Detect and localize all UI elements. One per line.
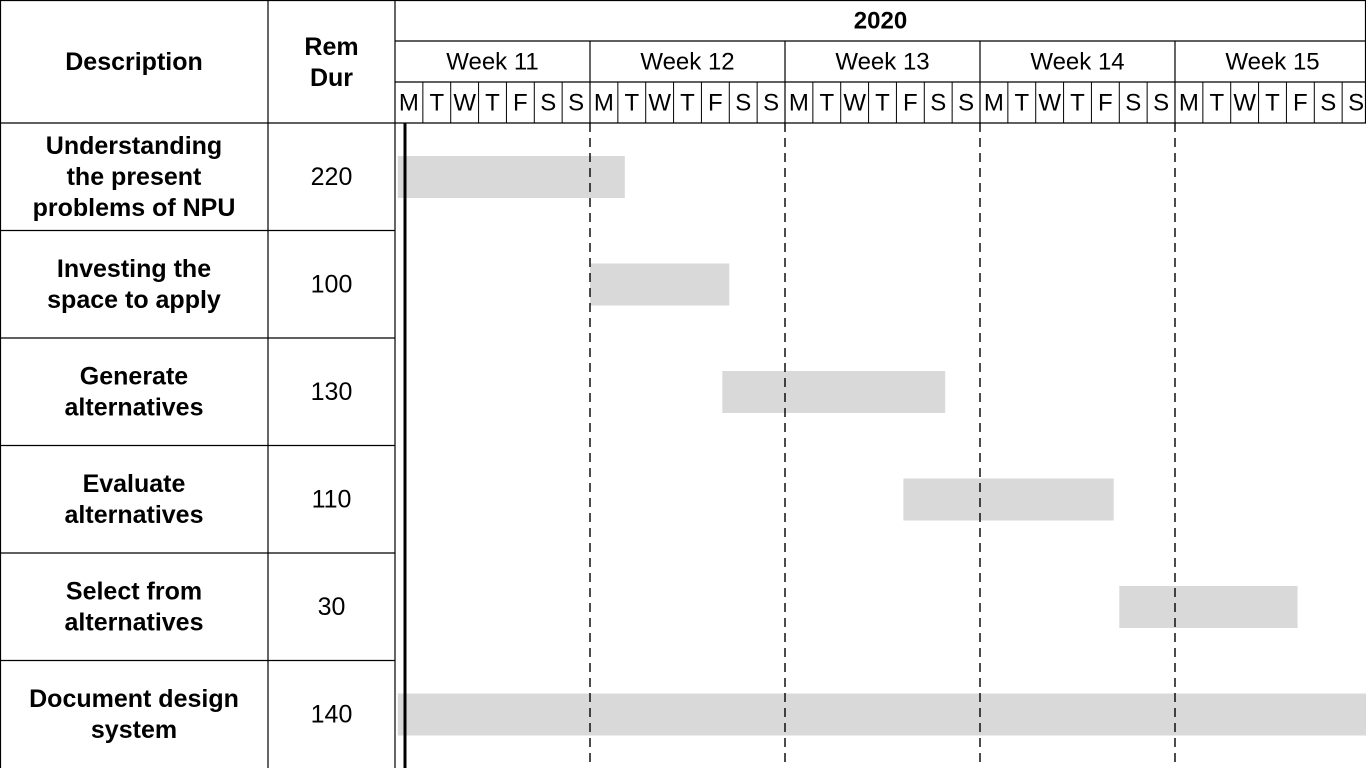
- day-label: T: [1265, 90, 1280, 117]
- day-label: F: [1098, 90, 1113, 117]
- day-label: M: [789, 90, 809, 117]
- task-label: Understanding: [46, 132, 222, 160]
- day-label: S: [540, 90, 556, 117]
- task-label: alternatives: [65, 608, 204, 636]
- week-label: Week 12: [640, 49, 734, 76]
- day-label: W: [843, 90, 866, 117]
- day-label: F: [708, 90, 723, 117]
- day-label: W: [648, 90, 671, 117]
- day-label: M: [594, 90, 614, 117]
- task-label: Evaluate: [83, 470, 186, 498]
- day-label: T: [680, 90, 695, 117]
- task-bar: [1119, 586, 1298, 628]
- day-label: T: [1209, 90, 1224, 117]
- task-label: Generate: [80, 362, 188, 390]
- day-label: S: [1348, 90, 1364, 117]
- task-label: alternatives: [65, 393, 204, 421]
- task-bar: [397, 156, 625, 198]
- day-label: S: [568, 90, 584, 117]
- day-label: W: [1038, 90, 1061, 117]
- task-label: Document design: [29, 685, 239, 713]
- task-bar: [397, 693, 1366, 736]
- day-label: T: [1014, 90, 1029, 117]
- year-label: 2020: [854, 8, 907, 35]
- day-label: F: [513, 90, 528, 117]
- day-label: T: [1070, 90, 1085, 117]
- task-duration: 130: [311, 378, 353, 406]
- rem-dur-header: Dur: [310, 64, 353, 92]
- day-label: S: [763, 90, 779, 117]
- task-label: space to apply: [47, 286, 221, 314]
- task-bar: [590, 263, 730, 306]
- week-label: Week 14: [1030, 49, 1124, 76]
- day-label: S: [1153, 90, 1169, 117]
- task-duration: 30: [318, 593, 346, 621]
- day-label: F: [903, 90, 918, 117]
- day-label: M: [984, 90, 1004, 117]
- day-label: T: [819, 90, 834, 117]
- day-label: S: [735, 90, 751, 117]
- day-label: M: [399, 90, 419, 117]
- day-label: W: [453, 90, 476, 117]
- day-label: T: [429, 90, 444, 117]
- task-bar: [722, 371, 946, 413]
- task-duration: 100: [311, 270, 353, 298]
- task-label: system: [91, 716, 177, 744]
- description-header: Description: [65, 48, 203, 76]
- day-label: W: [1233, 90, 1256, 117]
- task-bar: [903, 478, 1114, 521]
- day-label: S: [930, 90, 946, 117]
- task-label: Investing the: [57, 255, 211, 283]
- rem-dur-header: Rem: [304, 33, 358, 61]
- week-label: Week 15: [1225, 49, 1319, 76]
- week-label: Week 11: [446, 49, 539, 76]
- day-label: S: [958, 90, 974, 117]
- day-label: T: [624, 90, 639, 117]
- task-label: Select from: [66, 577, 202, 605]
- day-label: T: [875, 90, 890, 117]
- day-label: S: [1320, 90, 1336, 117]
- day-label: S: [1125, 90, 1141, 117]
- task-duration: 110: [312, 485, 352, 513]
- day-label: T: [485, 90, 500, 117]
- day-label: F: [1293, 90, 1308, 117]
- task-label: the present: [67, 163, 202, 191]
- task-label: problems of NPU: [33, 194, 236, 222]
- day-label: M: [1179, 90, 1199, 117]
- week-label: Week 13: [835, 49, 929, 76]
- task-duration: 140: [311, 700, 353, 728]
- task-duration: 220: [311, 163, 353, 191]
- task-label: alternatives: [65, 501, 204, 529]
